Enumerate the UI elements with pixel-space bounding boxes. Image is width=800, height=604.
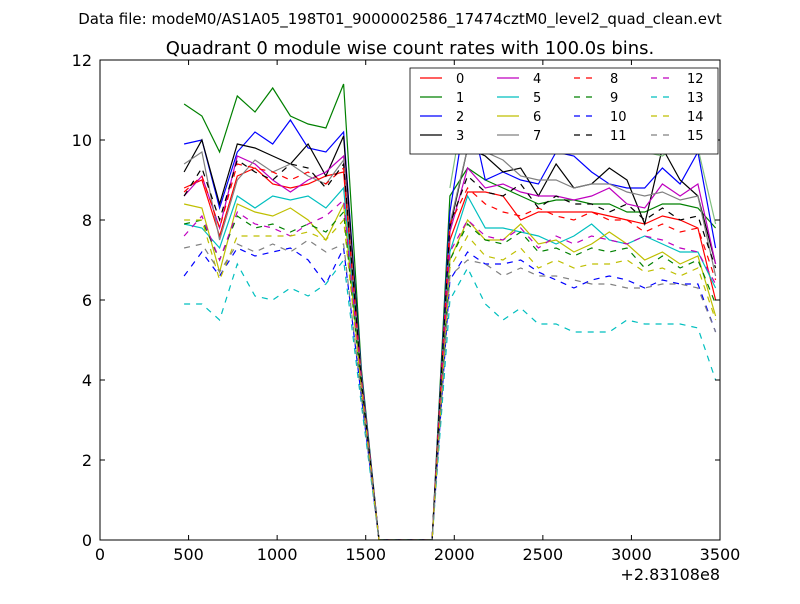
legend-box <box>409 67 719 155</box>
x-tick-label: 500 <box>173 545 204 564</box>
y-tick-label: 0 <box>82 531 92 550</box>
y-tick-label: 8 <box>82 211 92 230</box>
y-tick-label: 12 <box>72 51 92 70</box>
y-tick-label: 4 <box>82 371 92 390</box>
x-tick-label: 2500 <box>522 545 563 564</box>
legend-label: 5 <box>533 91 541 106</box>
legend-label: 15 <box>687 129 704 144</box>
chart-title: Quadrant 0 module wise count rates with … <box>166 38 655 59</box>
legend-label: 0 <box>456 72 464 87</box>
x-offset-label: +2.83108e8 <box>620 565 720 584</box>
x-tick-label: 0 <box>95 545 105 564</box>
legend-label: 4 <box>533 72 541 87</box>
legend-label: 6 <box>533 110 541 125</box>
series-line-15 <box>183 239 717 540</box>
legend-label: 14 <box>687 110 704 125</box>
series-line-13 <box>184 258 717 540</box>
legend-label: 8 <box>610 72 618 87</box>
legend-label: 10 <box>610 110 627 125</box>
legend-label: 13 <box>687 91 704 106</box>
series-line-12 <box>183 198 717 540</box>
legend-label: 9 <box>610 91 618 106</box>
y-tick-label: 6 <box>82 291 92 310</box>
y-tick-label: 10 <box>72 131 92 150</box>
legend-label: 2 <box>456 110 464 125</box>
series-line-2 <box>183 99 717 540</box>
x-tick-label: 1000 <box>257 545 298 564</box>
x-tick-label: 2000 <box>434 545 475 564</box>
figure-suptitle: Data file: modeM0/AS1A05_198T01_90000025… <box>78 10 722 29</box>
legend-label: 11 <box>610 129 627 144</box>
x-tick-label: 1500 <box>345 545 386 564</box>
series-line-1 <box>183 83 717 540</box>
x-tick-label: 3000 <box>611 545 652 564</box>
legend-label: 7 <box>533 129 541 144</box>
x-tick-label: 3500 <box>700 545 741 564</box>
series-line-9 <box>183 210 717 540</box>
series-line-10 <box>183 245 717 540</box>
legend-label: 3 <box>456 129 464 144</box>
legend-label: 1 <box>456 91 464 106</box>
series-line-11 <box>183 159 717 540</box>
legend-label: 12 <box>687 72 704 87</box>
series-line-14 <box>184 218 717 540</box>
y-tick-label: 2 <box>82 451 92 470</box>
